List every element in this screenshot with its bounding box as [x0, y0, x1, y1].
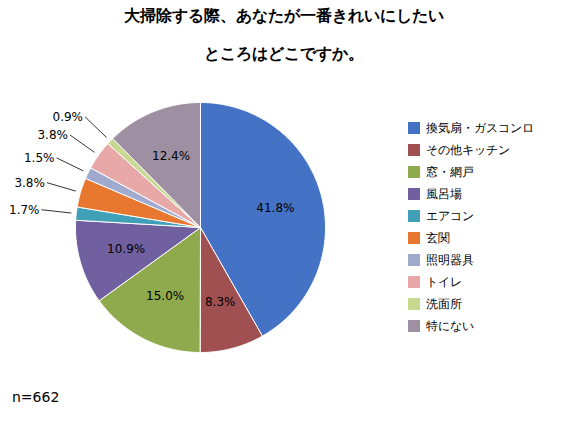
- html-text:照明器具: 照明器具: [426, 252, 474, 267]
- html-text:換気扇・ガスコンロ: 換気扇・ガスコンロ: [426, 120, 534, 135]
- html-text:洗面所: 洗面所: [426, 296, 462, 311]
- html-text:その他キッチン: その他キッチン: [426, 142, 510, 157]
- html-text:n=662: n=662: [12, 389, 60, 405]
- svg-text:1.5%: 1.5%: [24, 151, 55, 165]
- svg-text:41.8%: 41.8%: [256, 200, 294, 214]
- svg-text:3.8%: 3.8%: [14, 176, 45, 190]
- html-text:特にない: 特にない: [426, 318, 474, 333]
- svg-text:0.9%: 0.9%: [52, 110, 83, 124]
- html-text:玄関: 玄関: [426, 230, 450, 245]
- html-text:エアコン: エアコン: [426, 208, 474, 223]
- svg-text:1.7%: 1.7%: [9, 203, 40, 217]
- html-text:トイレ: トイレ: [426, 274, 462, 289]
- html-text:窓・網戸: 窓・網戸: [426, 164, 474, 179]
- html-text:風呂場: 風呂場: [426, 186, 462, 201]
- svg-text:3.8%: 3.8%: [37, 128, 68, 142]
- svg-text:12.4%: 12.4%: [152, 149, 190, 163]
- svg-text:10.9%: 10.9%: [107, 242, 145, 256]
- svg-text:8.3%: 8.3%: [205, 295, 236, 309]
- svg-text:15.0%: 15.0%: [146, 289, 184, 303]
- html-text:大掃除する際、あなたが一番きれいにしたい ところはどこですか: 大掃除する際、あなたが一番きれいにしたい ところはどこですか。: [124, 6, 444, 63]
